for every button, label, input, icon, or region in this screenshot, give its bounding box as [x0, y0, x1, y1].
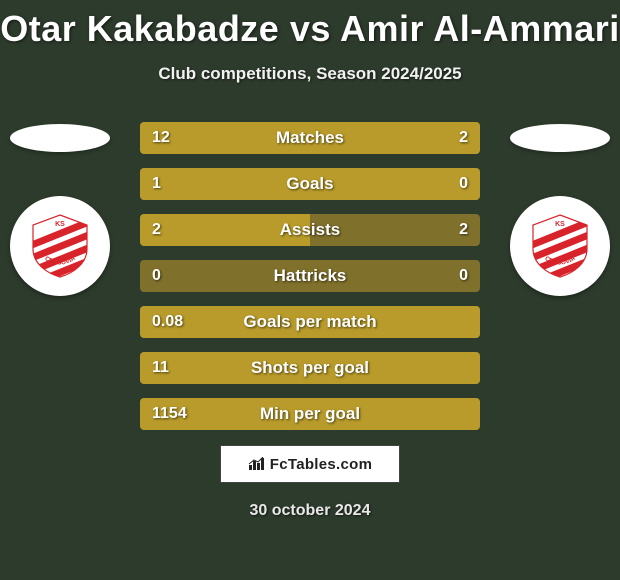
stat-label: Shots per goal — [140, 352, 480, 384]
branding-logo: FcTables.com — [220, 445, 400, 483]
stat-label: Assists — [140, 214, 480, 246]
player-left-column: KS CRACOVIA — [10, 124, 110, 296]
page-title: Otar Kakabadze vs Amir Al-Ammari — [0, 0, 620, 50]
stats-bars-container: 122Matches 10Goals 22Assists 00Hattricks 0.0… — [140, 122, 480, 444]
player-right-club-badge: KS CRACOVIA — [510, 196, 610, 296]
stat-label: Goals — [140, 168, 480, 200]
stat-row: 11Shots per goal — [140, 352, 480, 384]
stat-label: Goals per match — [140, 306, 480, 338]
page-subtitle: Club competitions, Season 2024/2025 — [0, 64, 620, 84]
date-text: 30 october 2024 — [0, 502, 620, 520]
badge-ks-text: KS — [555, 221, 565, 228]
stat-row: 00Hattricks — [140, 260, 480, 292]
stat-row: 10Goals — [140, 168, 480, 200]
stat-label: Matches — [140, 122, 480, 154]
stat-row: 22Assists — [140, 214, 480, 246]
cracovia-badge-icon: KS CRACOVIA — [527, 213, 593, 279]
bar-chart-icon — [248, 457, 266, 471]
stat-label: Min per goal — [140, 398, 480, 430]
player-right-flag — [510, 124, 610, 152]
player-left-flag — [10, 124, 110, 152]
stat-row: 122Matches — [140, 122, 480, 154]
stat-row: 1154Min per goal — [140, 398, 480, 430]
badge-ks-text: KS — [55, 221, 65, 228]
cracovia-badge-icon: KS CRACOVIA — [27, 213, 93, 279]
branding-text: FcTables.com — [270, 456, 373, 473]
player-right-column: KS CRACOVIA — [510, 124, 610, 296]
stat-label: Hattricks — [140, 260, 480, 292]
stat-row: 0.08Goals per match — [140, 306, 480, 338]
player-left-club-badge: KS CRACOVIA — [10, 196, 110, 296]
